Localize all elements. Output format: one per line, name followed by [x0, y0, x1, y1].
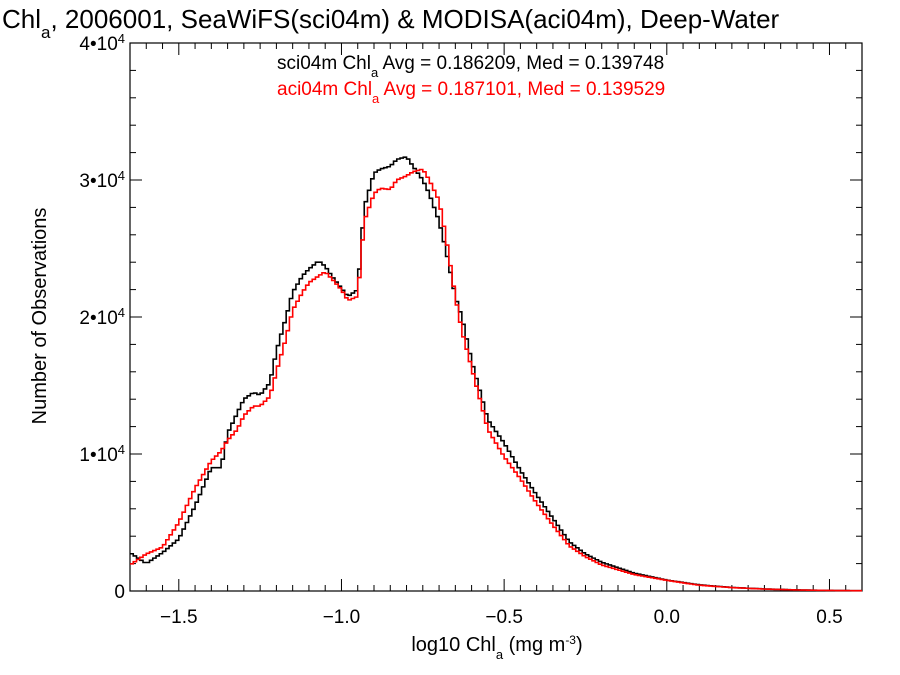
x-axis-label: log10 Chla (mg m-3): [411, 633, 582, 662]
x-tick-label: −0.5: [485, 607, 523, 628]
axis-ticks: −1.5 −1.0 −0.5 0.0 0.5 0 1•104 2•104 3•104 4•104: [79, 31, 863, 628]
y-tick-label: 0: [114, 582, 125, 603]
y-tick-label: 1•104: [79, 442, 125, 467]
plot-frame: [129, 42, 863, 592]
series-line-sci04m: [130, 156, 862, 592]
y-tick-label: 2•104: [79, 305, 125, 330]
legend-entry: sci04m Chla Avg = 0.186209, Med = 0.1397…: [277, 53, 664, 80]
chart-title: Chla, 2006001, SeaWiFS(sci04m) & MODISA(…: [2, 4, 780, 42]
y-tick-label: 3•104: [79, 168, 125, 193]
series-layer: [130, 156, 862, 592]
plot-area: [129, 42, 863, 592]
y-tick-label: 4•104: [79, 31, 125, 56]
x-tick-label: 0.0: [654, 607, 680, 628]
legend: sci04m Chla Avg = 0.186209, Med = 0.1397…: [277, 53, 665, 106]
y-axis-label: Number of Observations: [29, 208, 51, 425]
x-tick-label: 0.5: [816, 607, 842, 628]
legend-entry: aci04m Chla Avg = 0.187101, Med = 0.1395…: [277, 79, 665, 106]
series-line-aci04m: [130, 168, 862, 592]
x-tick-label: −1.5: [160, 607, 198, 628]
x-tick-label: −1.0: [323, 607, 361, 628]
